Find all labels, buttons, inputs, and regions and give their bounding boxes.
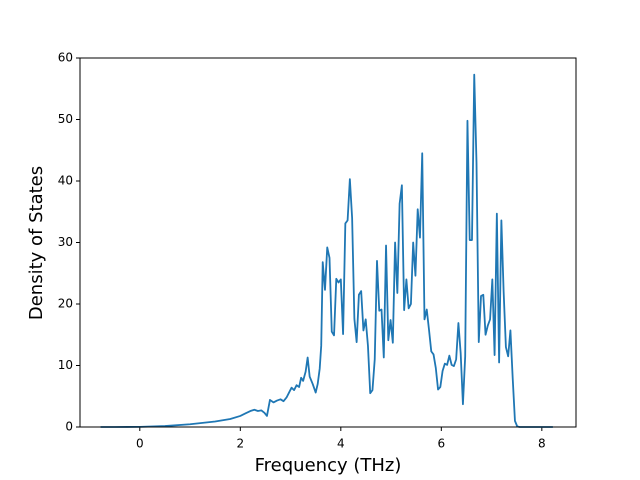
x-tick-label: 8	[538, 437, 546, 451]
y-axis-label: Density of States	[26, 166, 47, 320]
plot-frame	[79, 57, 577, 428]
y-tick-label: 10	[58, 358, 73, 372]
x-tick-label: 6	[438, 437, 446, 451]
x-tick-label: 2	[236, 437, 244, 451]
x-tick-label: 0	[136, 437, 144, 451]
y-tick-label: 60	[58, 51, 73, 65]
y-tick-label: 0	[65, 420, 73, 434]
y-tick-label: 50	[58, 112, 73, 126]
y-tick-label: 30	[58, 235, 73, 249]
y-tick-label: 20	[58, 297, 73, 311]
y-tick-label: 40	[58, 174, 73, 188]
x-tick-label: 4	[337, 437, 345, 451]
x-axis-label: Frequency (THz)	[255, 455, 402, 476]
line-series	[100, 73, 553, 428]
